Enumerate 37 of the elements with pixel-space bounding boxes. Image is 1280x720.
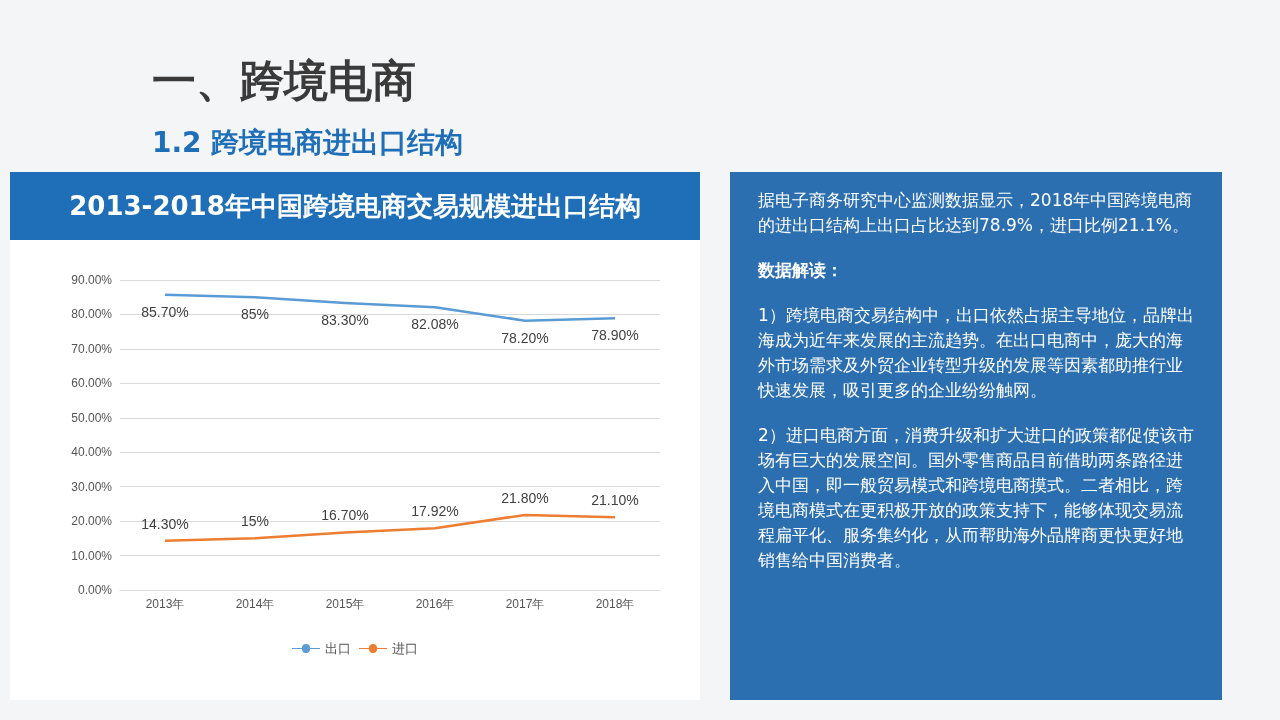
y-tick-label: 0.00% — [77, 583, 113, 597]
y-tick-label: 40.00% — [71, 445, 113, 460]
legend-label: 出口 — [325, 641, 351, 656]
x-tick-label: 2014年 — [235, 597, 275, 611]
chart-title: 2013-2018年中国跨境电商交易规模进出口结构 — [10, 172, 700, 240]
text: 1）跨境电商交易结构中，出口依然占据主导地位，品牌出海成为近年来发展的主流趋势。在出口电商中，庞大的海外市场需求及外贸企业转型升级的发展等因素都助推行业快速发展，吸引更多的企业纷纷触网。 — [758, 304, 1194, 402]
data-label: 78.20% — [501, 329, 549, 346]
data-label: 85.70% — [141, 303, 189, 320]
x-tick-label: 2018年 — [595, 597, 635, 611]
x-tick-label: 2015年 — [325, 597, 365, 611]
text: 1.2 跨境电商进出口结构 — [152, 125, 464, 161]
y-tick-label: 80.00% — [71, 307, 113, 322]
text: 一、跨境电商 — [152, 54, 416, 108]
y-tick-label: 50.00% — [71, 410, 113, 425]
y-tick-label: 30.00% — [71, 479, 113, 494]
data-label: 21.80% — [501, 489, 549, 506]
text: 数据解读： — [758, 259, 844, 282]
data-label: 78.90% — [591, 327, 639, 344]
y-tick-label: 70.00% — [71, 341, 113, 356]
data-label: 17.92% — [411, 503, 459, 520]
y-tick-label: 90.00% — [71, 273, 113, 287]
y-tick-label: 20.00% — [71, 514, 113, 529]
data-label: 21.10% — [591, 492, 639, 509]
data-label: 85% — [240, 306, 270, 323]
text: 2）进口电商方面，消费升级和扩大进口的政策都促使该市场有巨大的发展空间。国外零售商品目前借助两条路径进入中国，即一般贸易模式和跨境电商摸式。二者相比，跨境电商模式在更积极开放的政策支持下，能够体现交易流程扁平化、服务集约化，从而帮助海外品牌商更快更好地销售给中国消费者。 — [758, 424, 1194, 572]
x-tick-label: 2017年 — [505, 597, 545, 611]
legend-label: 进口 — [392, 641, 418, 656]
text: 据电子商务研究中心监测数据显示，2018年中国跨境电商的进出口结构上出口占比达到78.9%，进口比例21.1%。 — [758, 189, 1194, 237]
x-tick-label: 2013年 — [145, 597, 185, 611]
y-tick-label: 10.00% — [71, 548, 113, 563]
data-label: 83.30% — [321, 312, 369, 329]
data-label: 82.08% — [411, 316, 459, 333]
y-tick-label: 60.00% — [71, 376, 113, 391]
data-label: 14.30% — [141, 515, 189, 532]
data-label: 15% — [240, 513, 270, 530]
x-tick-label: 2016年 — [415, 597, 455, 611]
data-label: 16.70% — [321, 507, 369, 524]
